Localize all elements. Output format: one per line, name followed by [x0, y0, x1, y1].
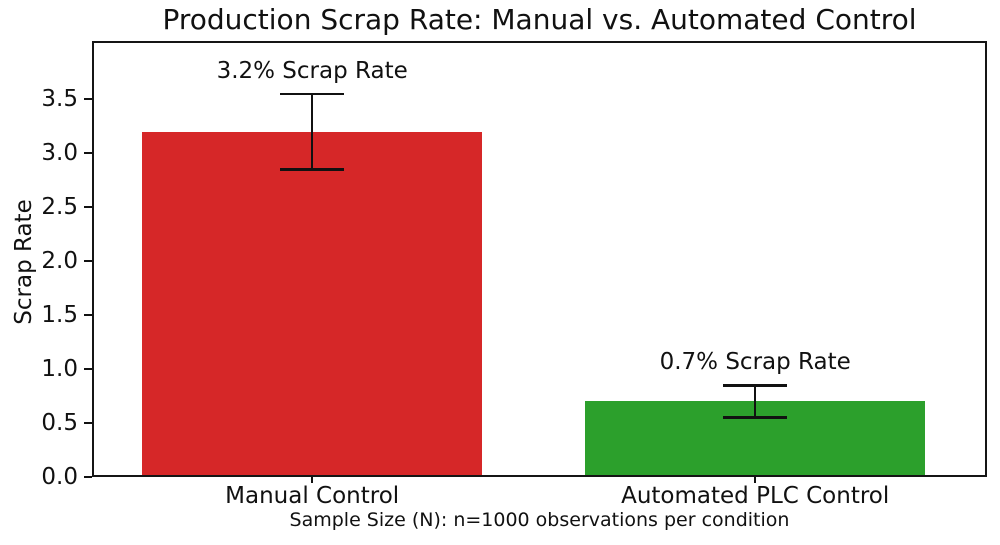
error-bar-line [310, 93, 314, 170]
y-tick-label: 2.5 [41, 194, 78, 221]
bar-manual-control [142, 131, 483, 475]
y-axis-tick [84, 206, 92, 209]
error-bar-cap-top [280, 92, 345, 96]
x-tick-label-manual-control: Manual Control [225, 483, 400, 509]
x-axis-tick [754, 477, 757, 483]
x-axis-tick [311, 477, 314, 483]
y-tick-label: 0.5 [41, 410, 78, 437]
error-bar-line [753, 385, 757, 418]
y-tick-label: 3.5 [41, 86, 78, 113]
y-axis-tick [84, 422, 92, 425]
plot-area [92, 41, 987, 477]
y-tick-label: 3.0 [41, 140, 78, 167]
y-axis-tick [84, 314, 92, 317]
y-axis-tick [84, 476, 92, 478]
y-tick-label: 1.5 [41, 302, 78, 329]
x-axis-label: Sample Size (N): n=1000 observations per… [289, 509, 790, 531]
error-bar-cap-bottom [723, 416, 788, 419]
y-axis-tick [84, 152, 92, 155]
y-axis-tick [84, 368, 92, 371]
y-axis-tick [84, 98, 92, 101]
bar-value-annotation: 0.7% Scrap Rate [659, 349, 851, 376]
error-bar-cap-top [723, 384, 788, 387]
y-axis-tick [84, 260, 92, 263]
x-tick-label-automated-plc-control: Automated PLC Control [621, 483, 890, 509]
y-tick-label: 2.0 [41, 248, 78, 275]
y-tick-label: 0.0 [41, 464, 78, 490]
y-tick-label: 1.0 [41, 356, 78, 383]
chart-title: Production Scrap Rate: Manual vs. Automa… [162, 3, 917, 36]
bar-value-annotation: 3.2% Scrap Rate [216, 57, 408, 84]
error-bar-cap-bottom [280, 168, 345, 171]
